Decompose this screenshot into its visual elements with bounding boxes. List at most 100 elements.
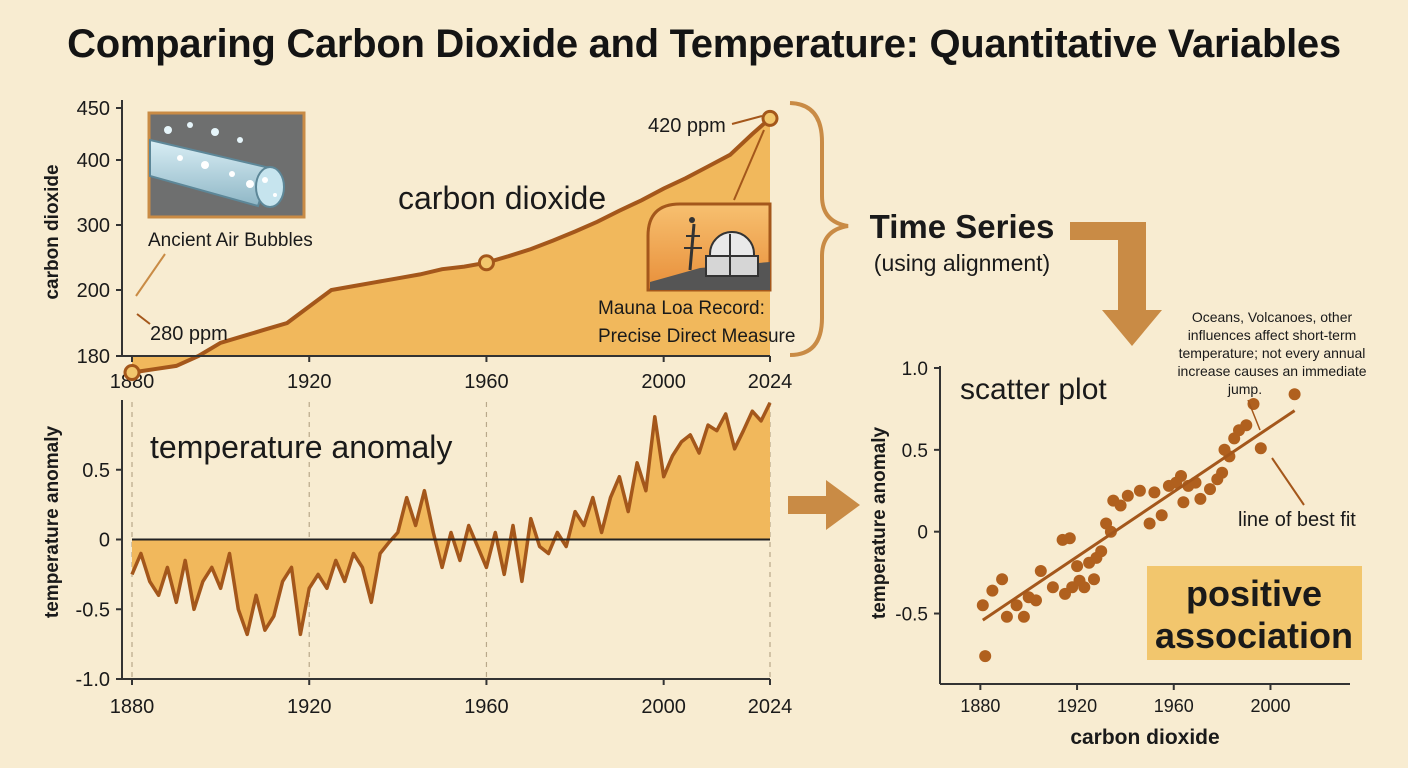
ocean-note-line5: jump. bbox=[1227, 381, 1262, 397]
scatter-point bbox=[1175, 470, 1187, 482]
co2-y-tick-label: 400 bbox=[77, 150, 110, 172]
scatter-point bbox=[1155, 509, 1168, 522]
co2-highlight-points bbox=[123, 109, 779, 381]
scatter-x-tick-label: 1880 bbox=[960, 696, 1000, 716]
ocean-note-line4: increase causes an immediate bbox=[1177, 363, 1366, 379]
co2-y-tick-label: 300 bbox=[77, 215, 110, 237]
right-arrow-icon bbox=[788, 480, 860, 530]
ocean-note-line2: influences affect short-term bbox=[1188, 327, 1357, 343]
observatory-label-line2: Precise Direct Measure bbox=[598, 326, 795, 347]
co2-start-leader bbox=[136, 313, 151, 325]
scatter-point bbox=[1000, 610, 1013, 623]
co2-line bbox=[131, 116, 772, 375]
time-series-brace bbox=[789, 101, 849, 357]
scatter-point bbox=[1133, 484, 1146, 497]
temperature-line bbox=[130, 402, 772, 637]
scatter-point bbox=[1046, 581, 1059, 594]
scatter-chart-title: scatter plot bbox=[960, 373, 1107, 406]
time-series-subtitle: (using alignment) bbox=[874, 250, 1050, 276]
scatter-point bbox=[1204, 483, 1216, 496]
scatter-point bbox=[1121, 489, 1134, 502]
positive-association-line1: positive bbox=[1186, 573, 1322, 614]
temperature-y-tick-label: 0.5 bbox=[82, 460, 110, 482]
co2-y-tick-label: 200 bbox=[77, 280, 110, 302]
temperature-x-tick-label: 2000 bbox=[641, 696, 686, 718]
co2-chart: 1880 1920 1960 2000 2024 180 200 300 400 450 car… bbox=[42, 98, 795, 393]
scatter-point bbox=[1034, 565, 1047, 577]
temperature-x-tick-label: 2024 bbox=[748, 696, 793, 718]
co2-y-tick-label: 180 bbox=[77, 346, 110, 368]
best-fit-leader bbox=[1271, 457, 1305, 506]
scatter-point bbox=[1216, 466, 1229, 479]
co2-y-ticks: 180 200 300 400 450 bbox=[77, 98, 122, 368]
co2-x-tick-label: 2000 bbox=[641, 371, 686, 393]
scatter-y-tick-label: 0.5 bbox=[902, 441, 928, 462]
co2-y-axis-label: carbon dioxide bbox=[42, 164, 63, 299]
scatter-points bbox=[976, 388, 1301, 663]
co2-area bbox=[132, 118, 770, 373]
temperature-x-ticks: 1880 1920 1960 2000 2024 bbox=[110, 679, 793, 718]
co2-highlight-point bbox=[761, 109, 779, 127]
scatter-point bbox=[1114, 499, 1127, 512]
temperature-chart-title: temperature anomaly bbox=[150, 429, 452, 465]
temperature-y-tick-label: 0 bbox=[99, 530, 110, 552]
co2-axes bbox=[121, 100, 770, 357]
ice-core-icon bbox=[147, 111, 306, 219]
temperature-x-tick-label: 1960 bbox=[464, 696, 509, 718]
co2-start-label: 280 ppm bbox=[150, 323, 228, 345]
best-fit-line bbox=[981, 409, 1296, 622]
ocean-note: Oceans, Volcanoes, other influences affe… bbox=[1177, 309, 1366, 397]
scatter-x-tick-label: 2000 bbox=[1250, 696, 1290, 716]
observatory-leader bbox=[733, 129, 765, 201]
co2-x-tick-label: 1960 bbox=[464, 371, 509, 393]
scatter-point bbox=[1194, 492, 1207, 505]
scatter-point bbox=[1095, 545, 1108, 558]
co2-highlight-point bbox=[477, 254, 495, 272]
co2-x-tick-label: 2024 bbox=[748, 371, 793, 393]
scatter-point bbox=[1288, 388, 1301, 401]
scatter-x-axis-label: carbon dioxide bbox=[1070, 726, 1219, 749]
scatter-y-axis-label: temperature anomaly bbox=[869, 426, 890, 619]
positive-association-line2: association bbox=[1155, 615, 1353, 656]
co2-end-label: 420 ppm bbox=[648, 115, 726, 137]
scatter-point bbox=[1017, 610, 1030, 623]
ocean-note-leader bbox=[1247, 399, 1261, 431]
co2-highlight-point bbox=[123, 364, 141, 381]
temperature-y-axis-label: temperature anomaly bbox=[42, 425, 63, 618]
scatter-point bbox=[1078, 581, 1091, 594]
ocean-note-line3: temperature; not every annual bbox=[1179, 345, 1366, 361]
connector-graphics: Time Series (using alignment) bbox=[788, 101, 1162, 530]
ice-core-label: Ancient Air Bubbles bbox=[148, 230, 313, 251]
down-arrow-icon bbox=[1070, 222, 1162, 346]
positive-association-box bbox=[1147, 566, 1362, 660]
scatter-point bbox=[986, 584, 999, 597]
scatter-point bbox=[1088, 573, 1100, 586]
scatter-point bbox=[976, 599, 989, 612]
temperature-chart: 1880 1920 1960 2000 2024 -1.0 -0.5 0 0.5 temper… bbox=[42, 400, 792, 718]
scatter-y-ticks: -0.5 0 0.5 1.0 bbox=[895, 359, 940, 626]
co2-x-tick-label: 1920 bbox=[287, 371, 332, 393]
scatter-y-tick-label: 0 bbox=[917, 523, 928, 544]
scatter-x-ticks: 1880 1920 1960 2000 bbox=[960, 684, 1290, 716]
scatter-point bbox=[1148, 486, 1161, 499]
scatter-y-tick-label: -0.5 bbox=[895, 605, 928, 626]
co2-end-leader bbox=[731, 115, 763, 125]
scatter-x-tick-label: 1920 bbox=[1057, 696, 1097, 716]
scatter-point bbox=[1254, 442, 1267, 455]
co2-x-tick-label: 1880 bbox=[110, 371, 155, 393]
temperature-area bbox=[132, 402, 770, 635]
scatter-point bbox=[1177, 496, 1190, 509]
scatter-point bbox=[1010, 599, 1023, 612]
scatter-point bbox=[1071, 560, 1084, 573]
temperature-y-tick-label: -1.0 bbox=[76, 669, 110, 691]
temperature-year-guides bbox=[131, 402, 771, 679]
scatter-point bbox=[1143, 517, 1156, 530]
ice-core-leader bbox=[135, 253, 166, 297]
scatter-chart: 1880 1920 1960 2000 -0.5 0 0.5 1.0 scatter plo… bbox=[869, 309, 1367, 749]
co2-y-tick-label: 450 bbox=[77, 98, 110, 120]
co2-x-ticks: 1880 1920 1960 2000 2024 bbox=[110, 356, 793, 393]
temperature-y-ticks: -1.0 -0.5 0 0.5 bbox=[76, 460, 122, 691]
time-series-title: Time Series bbox=[870, 208, 1055, 245]
